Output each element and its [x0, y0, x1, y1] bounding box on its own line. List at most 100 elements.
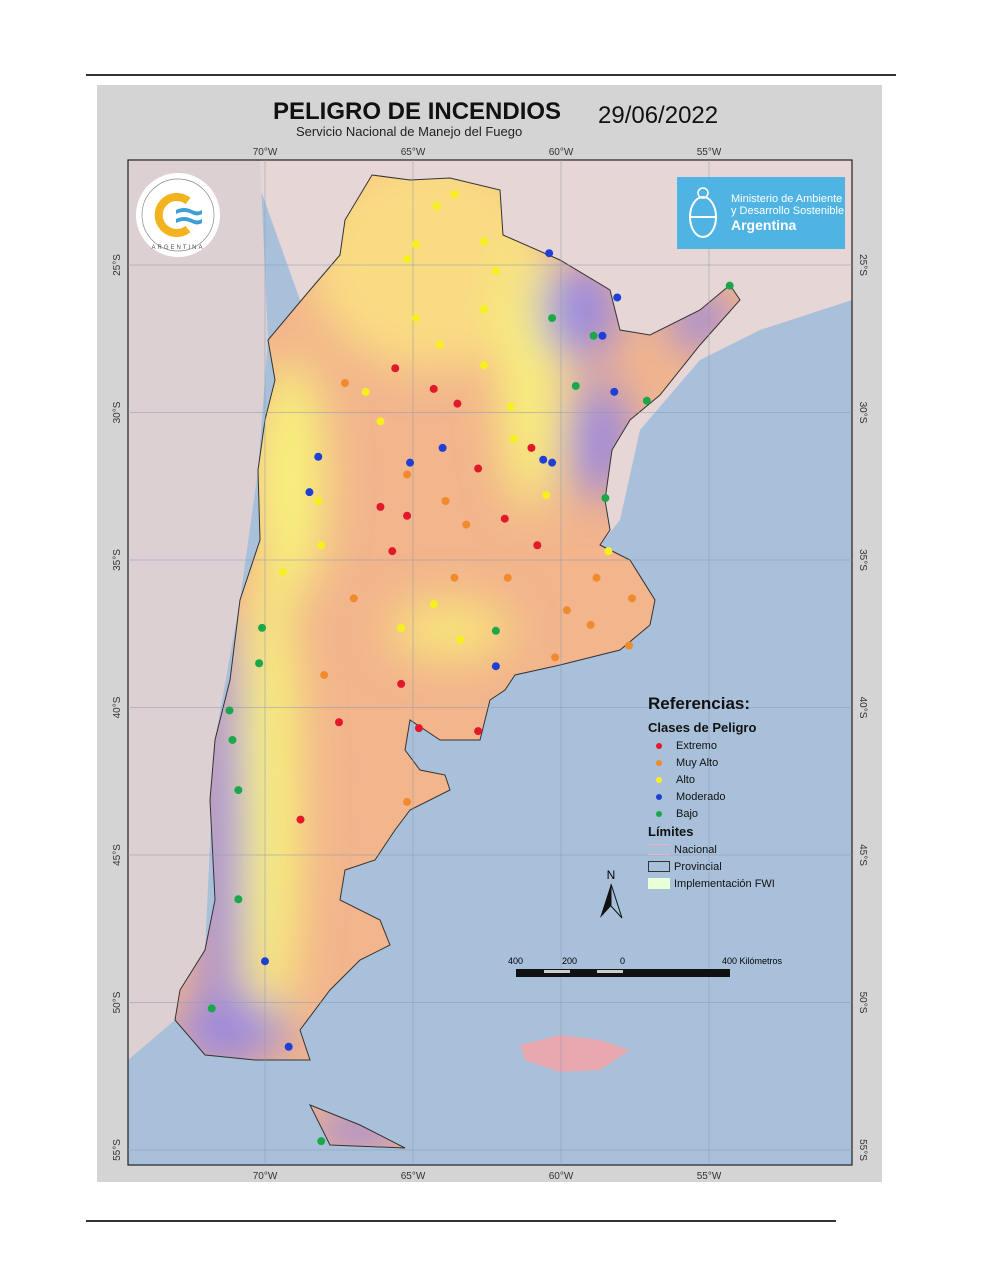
stations-layer	[207, 190, 734, 1146]
map-date: 29/06/2022	[598, 102, 719, 129]
scale-label: 400	[508, 956, 524, 966]
legend-limits-title: Límites	[648, 824, 694, 839]
graticule: 70°W 70°W 65°W 65°W 60°W 60°W 55°W 55°W 25°S 25°S…	[112, 147, 868, 1182]
ministerio-line3: Argentina	[731, 217, 797, 233]
legend-class-bajo: Bajo	[648, 805, 775, 822]
station-alto	[361, 387, 370, 396]
class-dot-icon	[656, 759, 662, 766]
station-bajo	[589, 331, 598, 340]
lon-label-top: 55°W	[697, 147, 722, 158]
legend: Referencias: Clases de Peligro Extremo Mu…	[648, 694, 775, 892]
station-alto	[509, 435, 518, 444]
chile-land	[128, 160, 268, 1060]
station-alto	[403, 255, 412, 264]
lat-label-right: 30°S	[857, 402, 868, 424]
station-extremo	[403, 511, 412, 520]
station-alto	[376, 417, 385, 426]
station-moderado	[545, 249, 554, 258]
legend-label: Moderado	[676, 790, 726, 803]
legend-label: Bajo	[676, 807, 699, 820]
smn-country-text: ARGENTINA	[151, 245, 204, 251]
station-muy-alto	[450, 573, 459, 582]
scale-bar: 400 200 0 400 Kilómetros	[508, 956, 794, 980]
north-arrow-icon	[600, 883, 623, 919]
malvinas-islands	[520, 1035, 630, 1072]
lon-label-top: 70°W	[253, 147, 278, 158]
lat-label-right: 55°S	[857, 1139, 868, 1161]
provincial-swatch	[648, 861, 670, 872]
station-muy-alto	[403, 470, 412, 479]
legend-label: Provincial	[674, 860, 722, 873]
smn-logo: ARGENTINA	[136, 173, 220, 257]
station-extremo	[388, 547, 397, 556]
station-moderado	[491, 662, 500, 671]
station-alto	[450, 190, 459, 199]
station-extremo	[335, 718, 343, 727]
station-muy-alto	[551, 653, 560, 662]
station-alto	[456, 635, 465, 644]
lat-label-right: 25°S	[857, 254, 868, 276]
scale-label: 400 Kilómetros	[722, 956, 783, 966]
station-extremo	[376, 502, 385, 511]
legend-label: Alto	[676, 773, 695, 786]
station-bajo	[234, 895, 243, 904]
north-arrow: N	[598, 868, 624, 923]
legend-label: Nacional	[674, 843, 717, 856]
lat-label-left: 35°S	[112, 549, 123, 571]
station-moderado	[548, 458, 557, 467]
legend-nacional: Nacional	[648, 841, 775, 858]
station-moderado	[314, 452, 323, 461]
legend-title: Referencias:	[648, 694, 751, 713]
station-muy-alto	[462, 520, 471, 529]
station-bajo	[317, 1137, 326, 1146]
station-bajo	[234, 786, 243, 795]
ministerio-line2: y Desarrollo Sostenible	[731, 205, 845, 217]
legend-fwi: Implementación FWI	[648, 875, 775, 892]
station-muy-alto	[503, 573, 512, 582]
lat-label-left: 40°S	[112, 696, 123, 718]
map-border	[127, 159, 853, 1166]
smn-emblem-icon: ARGENTINA	[141, 178, 215, 252]
lat-label-left: 55°S	[112, 1139, 123, 1161]
station-alto	[314, 497, 323, 505]
scale-label: 200	[562, 956, 578, 966]
station-extremo	[296, 815, 305, 824]
station-alto	[435, 340, 444, 349]
station-bajo	[228, 735, 237, 744]
station-extremo	[527, 443, 536, 452]
station-extremo	[474, 464, 483, 473]
legend-class-moderado: Moderado	[648, 788, 775, 805]
map-subtitle: Servicio Nacional de Manejo del Fuego	[296, 124, 523, 139]
station-alto	[506, 402, 515, 411]
lon-label-top: 65°W	[401, 147, 426, 158]
lon-label-bottom: 55°W	[697, 1171, 722, 1182]
legend-class-muy_alto: Muy Alto	[648, 754, 775, 771]
station-moderado	[438, 443, 447, 452]
legend-classes-title: Clases de Peligro	[648, 720, 757, 735]
scale-label: 0	[620, 956, 626, 966]
station-extremo	[453, 399, 462, 408]
station-bajo	[725, 281, 734, 290]
class-dot-icon	[656, 776, 662, 783]
class-dot-icon	[656, 742, 662, 749]
station-bajo	[258, 623, 267, 632]
fwi-swatch	[648, 878, 670, 889]
legend-label: Extremo	[676, 739, 717, 752]
station-muy-alto	[625, 641, 634, 650]
station-alto	[604, 547, 613, 556]
lat-label-right: 40°S	[857, 697, 868, 719]
ministerio-line1: Ministerio de Ambiente	[731, 193, 843, 205]
station-moderado	[598, 331, 607, 340]
lat-label-left: 30°S	[112, 401, 123, 423]
lon-label-bottom: 70°W	[253, 1171, 278, 1182]
station-moderado	[284, 1042, 293, 1051]
legend-label: Implementación FWI	[674, 877, 775, 890]
top-rule	[86, 74, 896, 76]
coat-of-arms-icon	[689, 187, 717, 238]
lat-label-left: 25°S	[112, 254, 123, 276]
station-muy-alto	[628, 594, 637, 603]
legend-class-extremo: Extremo	[648, 737, 775, 754]
station-alto	[480, 361, 489, 370]
station-extremo	[429, 384, 438, 393]
